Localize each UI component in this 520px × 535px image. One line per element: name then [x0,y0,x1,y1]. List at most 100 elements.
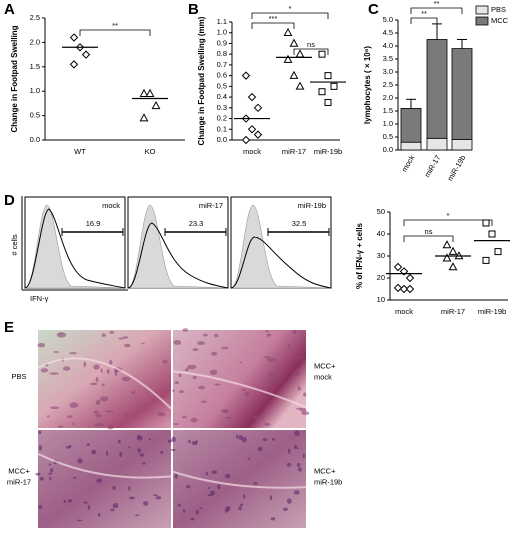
tissue-cell [238,506,243,511]
tissue-cell [83,361,87,367]
panel-letter: A [4,1,15,18]
tissue-cell [69,402,79,408]
x-tick-label: mock [243,147,261,156]
tissue-cell [190,417,198,423]
tissue-cell [105,410,114,413]
tissue-cell [95,399,101,406]
significance-label: ** [421,9,427,18]
tissue-cell [209,369,218,376]
tissue-cell [266,333,272,337]
point [81,50,91,59]
point [405,273,415,283]
significance-bracket [293,48,329,55]
point [442,240,452,249]
tissue-cell [155,496,162,500]
x-tick-label: miR-17 [282,147,306,156]
point [494,248,502,256]
point [69,60,79,69]
micrograph [173,330,306,428]
tissue-cell [192,375,197,380]
y-tick-label: 1.0 [383,119,393,128]
tissue-cell [214,333,219,338]
point [289,70,299,79]
point [241,71,251,80]
point [393,262,403,272]
tissue-cell [95,413,103,418]
tissue-cell [239,361,242,364]
tissue-cell [48,472,52,475]
tissue-cell [160,450,164,454]
tissue-cell [262,438,268,441]
tissue-cell [106,424,115,430]
y-tick-label: 3.5 [383,54,393,63]
point [139,113,149,122]
tissue-cell [172,389,175,392]
tissue-cell [49,372,59,375]
tissue-cell [173,339,182,345]
tissue-cell [294,447,300,449]
tissue-cell [121,376,131,382]
tissue-cell [106,450,109,457]
tissue-cell [37,342,46,348]
y-axis-label: Change in Footpad Swelling [10,25,19,132]
tissue-cell [195,439,198,445]
tissue-cell [148,438,152,441]
x-tick-label: miR-19b [478,307,506,316]
tissue-cell [243,494,246,499]
y-tick-label: 20 [377,273,385,282]
bar [400,108,422,143]
tissue-cell [172,423,179,425]
histology-label: MCC+ [314,361,336,370]
gate-percent: 23.3 [189,219,204,228]
tissue-cell [77,458,83,464]
y-tick-label: 4.5 [383,28,393,37]
significance-bracket [251,22,295,29]
y-tick-label: 3.0 [383,67,393,76]
tissue-cell [301,411,310,416]
x-axis-label: IFN-γ [30,294,49,303]
tissue-cell [91,449,97,455]
tissue-cell [286,462,292,467]
tissue-cell [240,388,246,391]
tissue-cell [217,484,221,490]
sample-histogram [127,222,229,289]
tissue-cell [182,509,186,513]
tissue-cell [299,407,307,412]
point [442,253,452,262]
tissue-cell [291,372,301,376]
y-tick-label: 1.0 [30,86,40,95]
tissue-cell [162,360,168,364]
tissue-cell [224,508,229,513]
y-tick-label: 0.6 [217,71,227,80]
tissue-cell [188,439,191,444]
point [482,256,490,264]
x-tick-label: mock [400,153,417,173]
y-tick-label: 0.0 [217,135,227,144]
micrograph [38,430,171,528]
tissue-cell [93,410,100,414]
y-tick-label: 0.5 [383,132,393,141]
tissue-cell [93,364,100,370]
significance-bracket [410,7,463,14]
y-tick-label: 2.0 [30,37,40,46]
tissue-cell [288,343,291,349]
tissue-cell [263,356,271,359]
control-histogram [127,204,229,289]
tissue-fiber [37,452,172,479]
tissue-cell [298,355,304,359]
y-tick-label: 5.0 [383,15,393,24]
tissue-cell [46,415,50,418]
control-histogram [230,204,332,289]
tissue-cell [225,416,232,419]
tissue-cell [98,513,101,517]
tissue-cell [66,415,73,418]
tissue-cell [174,473,178,479]
significance-label: *** [269,14,278,23]
point [145,88,155,97]
tissue-fiber [172,370,307,409]
y-tick-label: 1.5 [30,62,40,71]
y-tick-label: 1.1 [217,17,227,26]
tissue-cell [38,430,42,435]
tissue-cell [297,467,302,472]
tissue-cell [190,517,195,521]
